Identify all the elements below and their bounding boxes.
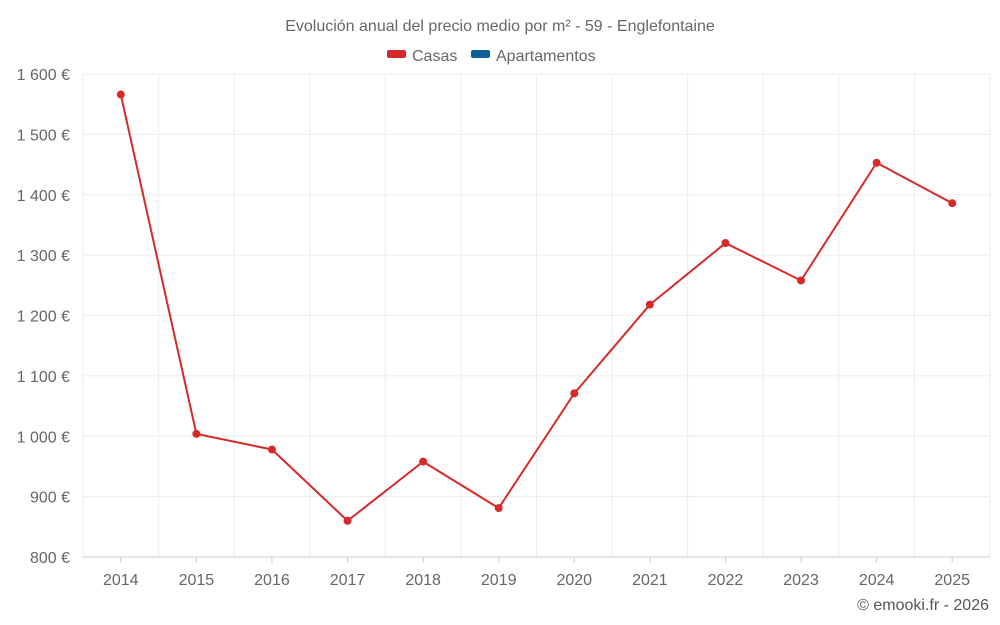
- data-point-2015[interactable]: [192, 429, 201, 438]
- legend-label-apartamentos: Apartamentos: [496, 48, 596, 65]
- data-point-2024[interactable]: [872, 158, 881, 167]
- legend-label-casas: Casas: [412, 48, 457, 65]
- x-tick-label: 2020: [556, 572, 592, 589]
- x-tick-label: 2024: [859, 572, 895, 589]
- data-point-2022[interactable]: [721, 239, 730, 248]
- y-tick-label: 1 400 €: [17, 188, 70, 205]
- x-tick-label: 2016: [254, 572, 290, 589]
- y-tick-label: 1 100 €: [17, 369, 70, 386]
- legend-swatch-casas: [387, 50, 406, 58]
- data-point-2019[interactable]: [494, 504, 503, 513]
- x-tick-label: 2015: [179, 572, 215, 589]
- legend-item-apartamentos[interactable]: Apartamentos: [471, 48, 596, 65]
- grid: [82, 73, 991, 557]
- x-tick-label: 2022: [708, 572, 744, 589]
- y-tick-label: 800 €: [30, 550, 70, 567]
- legend-item-casas[interactable]: Casas: [387, 48, 457, 65]
- y-tick-label: 1 500 €: [17, 127, 70, 144]
- y-tick-label: 1 200 €: [17, 309, 70, 326]
- x-tick-label: 2018: [405, 572, 441, 589]
- x-tick-label: 2023: [783, 572, 819, 589]
- x-tick-label: 2025: [934, 572, 970, 589]
- data-point-2018[interactable]: [419, 457, 428, 466]
- data-point-2017[interactable]: [343, 516, 352, 525]
- data-point-2025[interactable]: [948, 199, 957, 208]
- axes: 800 € 900 € 1 000 € 1 100 € 1 200 € 1 300 € 1 …: [17, 67, 990, 589]
- data-point-2014[interactable]: [116, 90, 125, 99]
- legend: Casas Apartamentos: [387, 48, 596, 65]
- data-point-2016[interactable]: [267, 445, 276, 454]
- series-line-casas: [119, 94, 953, 522]
- legend-swatch-apartamentos: [471, 50, 490, 58]
- y-tick-label: 1 600 €: [17, 67, 70, 84]
- y-tick-label: 1 300 €: [17, 248, 70, 265]
- data-point-2023[interactable]: [797, 276, 806, 285]
- copyright-text: © emooki.fr - 2026: [857, 597, 989, 614]
- series-casas: [116, 90, 957, 525]
- data-point-2021[interactable]: [645, 300, 654, 309]
- x-tick-label: 2021: [632, 572, 668, 589]
- y-tick-label: 900 €: [30, 490, 70, 507]
- x-tick-label: 2014: [103, 572, 139, 589]
- chart-title: Evolución anual del precio medio por m² …: [285, 18, 715, 35]
- x-tick-label: 2019: [481, 572, 517, 589]
- x-tick-label: 2017: [330, 572, 366, 589]
- data-point-2020[interactable]: [570, 389, 579, 398]
- y-tick-label: 1 000 €: [17, 429, 70, 446]
